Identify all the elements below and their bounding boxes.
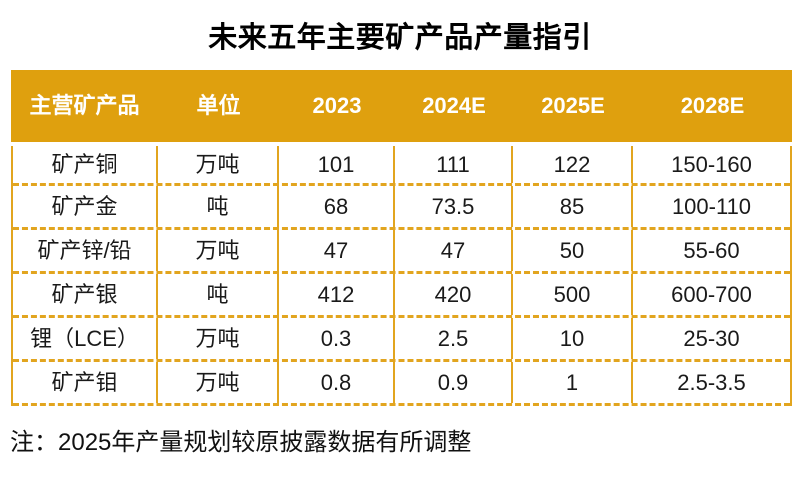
table-cell: 矿产铜 xyxy=(13,146,158,183)
page-title: 未来五年主要矿产品产量指引 xyxy=(208,22,592,54)
table-cell: 万吨 xyxy=(158,230,279,271)
table-cell: 0.8 xyxy=(279,362,395,403)
table-row: 矿产锌/铅 万吨 47 47 50 55-60 xyxy=(13,230,790,274)
table-row: 矿产金吨 68 73.5 85 100-110 xyxy=(13,186,790,230)
header-cell: 2028E xyxy=(680,93,745,118)
header-cell: 单位 xyxy=(196,93,241,118)
header-cell: 主营矿产品 xyxy=(29,93,140,118)
table-cell: 万吨 xyxy=(158,318,279,359)
table-cell: 420 xyxy=(395,274,513,315)
production-table: 主营矿产品 单位 2023 2024E 2025E 2028E 矿产铜 万吨 101 111 12… xyxy=(11,70,792,406)
table-body: 矿产铜 万吨 101 111 122 150-160 矿产金吨 68 73.5 85 100-110… xyxy=(11,146,792,406)
table-cell: 吨 xyxy=(158,186,279,227)
table-cell: 矿产金 xyxy=(13,186,158,227)
table-cell: 25-30 xyxy=(683,325,740,351)
table-cell: 73.5 xyxy=(395,186,513,227)
table-cell: 1 xyxy=(513,362,633,403)
table-cell: 150-160 xyxy=(671,151,752,177)
table-cell: 矿产银 xyxy=(13,274,158,315)
header-body-gap xyxy=(11,142,792,146)
table-cell: 111 xyxy=(395,146,513,183)
header-cell: 2024E xyxy=(422,93,486,118)
table-cell: 47 xyxy=(395,230,513,271)
table-cell: 2.5 xyxy=(395,318,513,359)
table-row: 矿产铜 万吨 101 111 122 150-160 xyxy=(13,146,790,186)
table-cell: 2.5-3.5 xyxy=(677,369,746,395)
table-cell: 101 xyxy=(279,146,395,183)
table-cell: 万吨 xyxy=(158,146,279,183)
table-cell: 锂（LCE） xyxy=(13,318,158,359)
table-cell: 吨 xyxy=(158,274,279,315)
footnote: 注：2025年产量规划较原披露数据有所调整 xyxy=(10,429,472,456)
table-row: 矿产银吨 412 420 500 600-700 xyxy=(13,274,790,318)
table-header-row: 主营矿产品 单位 2023 2024E 2025E 2028E xyxy=(11,70,792,142)
table-cell: 50 xyxy=(513,230,633,271)
table-row: 矿产钼 万吨 0.8 0.9 1 2.5-3.5 xyxy=(13,362,790,406)
table-cell: 矿产钼 xyxy=(13,362,158,403)
table-cell: 10 xyxy=(513,318,633,359)
table-cell: 68 xyxy=(279,186,395,227)
table-cell: 100-110 xyxy=(671,193,752,219)
header-cell: 2025E xyxy=(541,93,605,118)
table-cell: 500 xyxy=(513,274,633,315)
table-cell: 122 xyxy=(513,146,633,183)
table-cell: 万吨 xyxy=(158,362,279,403)
table-row: 锂（LCE） 万吨 0.3 2.5 10 25-30 xyxy=(13,318,790,362)
table-cell: 矿产锌/铅 xyxy=(13,230,158,271)
table-cell: 55-60 xyxy=(683,237,740,263)
table-cell: 412 xyxy=(279,274,395,315)
table-cell: 0.3 xyxy=(279,318,395,359)
table-cell: 600-700 xyxy=(671,281,752,307)
header-cell: 2023 xyxy=(312,93,362,118)
table-cell: 85 xyxy=(513,186,633,227)
table-cell: 0.9 xyxy=(395,362,513,403)
table-cell: 47 xyxy=(279,230,395,271)
